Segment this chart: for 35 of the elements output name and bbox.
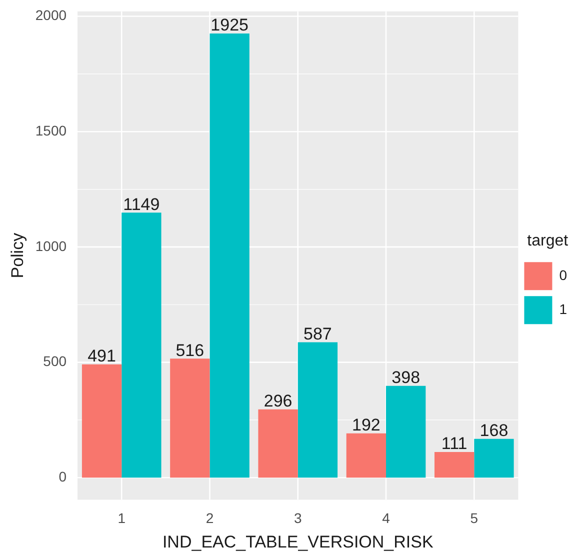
x-tick-label: 4 [382, 510, 390, 526]
x-tick-label: 5 [470, 510, 478, 526]
y-tick-label: 0 [58, 468, 67, 485]
x-tick-label: 2 [206, 510, 214, 526]
bar [258, 409, 298, 478]
legend-label: 0 [559, 266, 568, 283]
data-label: 111 [441, 434, 468, 454]
bar [82, 364, 122, 478]
bar [434, 452, 474, 478]
data-label: 192 [352, 416, 380, 435]
x-tick-label: 1 [118, 510, 126, 526]
legend-label: 1 [559, 300, 568, 317]
y-tick-label: 2000 [35, 7, 67, 24]
x-tick-label: 3 [294, 510, 302, 526]
y-tick-label: 500 [43, 353, 67, 370]
legend-title: target [527, 232, 569, 250]
bar [210, 34, 250, 478]
data-label: 398 [392, 368, 420, 388]
bar [170, 358, 210, 478]
data-label: 168 [480, 421, 508, 440]
bar [346, 433, 386, 478]
data-label: 516 [176, 340, 204, 360]
y-tick-label: 1500 [35, 122, 67, 138]
data-label: 296 [264, 392, 292, 411]
bar [386, 386, 426, 478]
bar [474, 438, 514, 478]
data-label: 1925 [210, 16, 248, 35]
data-label: 491 [88, 346, 116, 366]
data-label: 1149 [123, 194, 160, 214]
data-label: 587 [304, 324, 332, 344]
bar [298, 342, 338, 478]
bar [122, 212, 162, 478]
y-tick-label: 1000 [35, 238, 67, 254]
x-axis-title: IND_EAC_TABLE_VERSION_RISK [162, 532, 434, 552]
y-axis-title: Policy [8, 232, 27, 278]
